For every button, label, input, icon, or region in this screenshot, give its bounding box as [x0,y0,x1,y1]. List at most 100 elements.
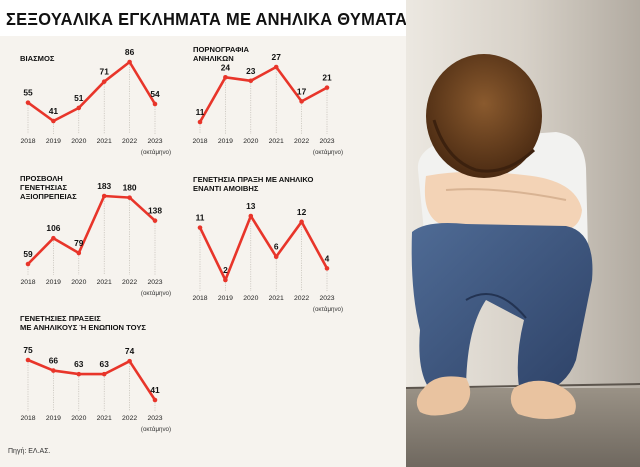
data-label: 59 [23,249,33,259]
x-tick-label: 2021 [269,295,284,302]
data-point [152,101,158,107]
data-label: 106 [46,223,60,233]
data-label: 66 [49,356,59,366]
x-tick-label: 2022 [294,295,309,302]
chart-1: ΒΙΑΣΜΟΣ 55 41 51 71 86 54 2018 2019 2020 2021 2022 2… [20,47,171,156]
data-label: 138 [148,206,162,216]
x-tick-label: 2018 [20,279,35,286]
data-label: 55 [23,88,33,98]
data-point [299,219,304,225]
chart-title-line: ΠΟΡΝΟΓΡΑΦΙΑ [193,45,250,54]
source-note: Πηγή: ΕΛ.ΑΣ. [8,448,51,455]
data-point [51,235,56,241]
data-label: 75 [23,345,33,355]
x-tick-label: 2020 [71,138,86,145]
data-point [299,99,304,104]
data-point [101,79,107,84]
data-point [127,195,132,200]
series-line [198,65,329,124]
data-label: 23 [246,66,256,76]
x-tick-label: 2019 [46,415,61,422]
x-tick-label: 2020 [71,279,86,286]
period-note: (οκτάμηνο) [313,149,343,156]
data-label: 4 [325,253,330,263]
data-point [324,85,330,90]
chart-title-line: ΠΡΟΣΒΟΛΗ [20,174,63,183]
data-label: 24 [221,62,231,72]
data-label: 21 [322,73,332,83]
x-tick-label: 2021 [269,138,284,145]
x-tick-label: 2018 [20,138,35,145]
series-line [198,214,329,282]
data-label: 63 [100,359,110,369]
x-tick-label: 2018 [192,295,207,302]
data-label: 86 [125,47,135,57]
data-point [197,225,203,230]
data-label: 6 [274,242,279,252]
charts-layer: ΒΙΑΣΜΟΣ 55 41 51 71 86 54 2018 2019 2020 2021 2022 2… [20,45,343,433]
x-tick-label: 2023 [147,415,162,422]
data-point [51,118,56,124]
x-tick-label: 2023 [147,138,162,145]
series-line [26,60,157,123]
x-tick-label: 2021 [97,138,112,145]
x-tick-label: 2018 [20,415,35,422]
charts-panel [0,36,412,467]
x-tick-label: 2019 [46,279,61,286]
x-tick-label: 2022 [294,138,309,145]
data-point [197,119,203,125]
x-tick-label: 2022 [122,415,137,422]
chart-title-line: ΓΕΝΕΤΗΣΙΑΣ [20,183,67,192]
data-point [25,357,31,363]
series-line [26,194,157,266]
chart-title-line: ΑΝΗΛΙΚΩΝ [193,54,234,63]
x-tick-label: 2022 [122,138,137,145]
chart-title-line: ΑΞΙΟΠΡΕΠΕΙΑΣ [20,192,77,201]
data-label: 71 [100,67,110,77]
data-label: 54 [150,89,160,99]
data-point [101,371,107,377]
data-label: 11 [196,107,205,117]
data-label: 74 [125,346,135,356]
period-note: (οκτάμηνο) [141,149,171,156]
data-point [273,254,279,260]
data-point [223,277,228,283]
x-tick-label: 2023 [319,138,334,145]
chart-title-line: ΒΙΑΣΜΟΣ [20,54,55,63]
photo-sad-child [406,0,640,467]
data-point [248,78,254,84]
x-tick-label: 2019 [46,138,61,145]
data-label: 41 [150,385,160,395]
page-title: ΣΕΞΟΥΑΛΙΚΑ ΕΓΚΛΗΜΑΤΑ ΜΕ ΑΝΗΛΙΚΑ ΘΥΜΑΤΑ [6,9,408,29]
data-point [152,218,158,223]
x-tick-label: 2021 [97,279,112,286]
data-label: 13 [246,201,256,211]
data-point [76,371,82,377]
data-point [25,100,31,105]
chart-title-line: ΓΕΝΕΤΗΣΙΕΣ ΠΡΑΞΕΙΣ [20,314,101,323]
data-point [127,59,132,65]
data-point [223,75,228,80]
data-label: 27 [272,52,282,62]
data-label: 17 [297,86,307,96]
x-tick-label: 2020 [71,415,86,422]
x-tick-label: 2022 [122,279,137,286]
x-tick-label: 2019 [218,138,233,145]
chart-title-line: ΕΝΑΝΤΙ ΑΜΟΙΒΗΣ [193,184,259,193]
x-tick-label: 2019 [218,295,233,302]
series-line [26,358,157,402]
data-point [51,368,56,373]
data-label: 183 [97,181,111,191]
data-point [101,193,107,199]
x-tick-label: 2023 [147,279,162,286]
x-tick-label: 2020 [243,138,258,145]
data-label: 79 [74,238,84,248]
data-label: 11 [196,213,205,223]
data-point [76,250,82,256]
data-point [152,397,158,403]
data-point [324,266,330,271]
